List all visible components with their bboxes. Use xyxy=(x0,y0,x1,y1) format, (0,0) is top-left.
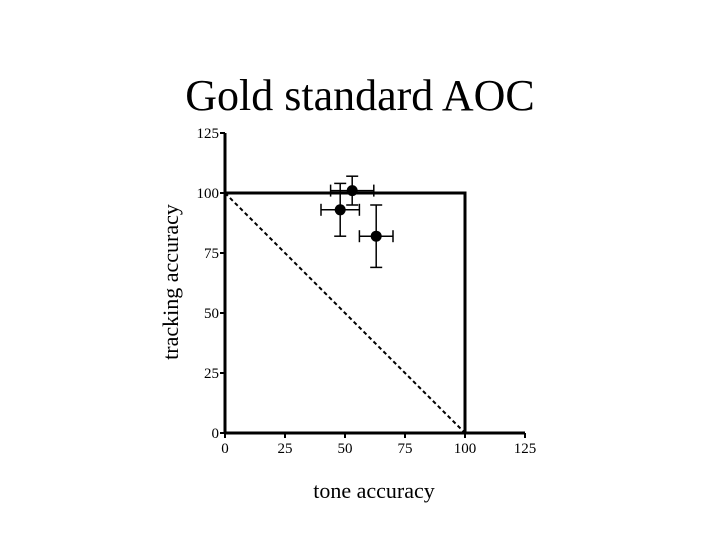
data-point-marker xyxy=(346,185,358,197)
diagonal-dashed-line xyxy=(224,192,466,434)
x-tick-label: 125 xyxy=(514,441,537,457)
y-tick-label: 50 xyxy=(204,306,219,322)
axes xyxy=(223,133,525,435)
chart-title: Gold standard AOC xyxy=(185,71,535,120)
y-tick-label: 25 xyxy=(204,366,219,382)
data-point-marker xyxy=(334,204,346,216)
x-tick-label: 75 xyxy=(398,441,413,457)
x-tick-label: 50 xyxy=(338,441,353,457)
y-tick-label: 75 xyxy=(204,246,219,262)
y-tick-label: 0 xyxy=(212,426,220,442)
data-point-marker xyxy=(370,230,382,242)
y-tick-label: 125 xyxy=(197,126,220,142)
x-axis-title: tone accuracy xyxy=(313,478,435,503)
data-point-group xyxy=(320,182,361,237)
y-axis-title: tracking accuracy xyxy=(158,204,183,360)
x-tick-label: 100 xyxy=(454,441,477,457)
boundary-solid-line xyxy=(225,191,467,433)
data-points xyxy=(320,175,394,269)
y-tick-label: 100 xyxy=(197,186,220,202)
data-point-group xyxy=(358,204,394,269)
y-axis-ticks: 0 25 50 75 100 125 xyxy=(197,126,225,442)
reference-lines xyxy=(224,191,467,434)
x-axis-ticks: 0 25 50 75 100 125 xyxy=(221,433,536,457)
data-point-group xyxy=(329,175,375,206)
x-tick-label: 25 xyxy=(278,441,293,457)
x-tick-label: 0 xyxy=(221,441,229,457)
